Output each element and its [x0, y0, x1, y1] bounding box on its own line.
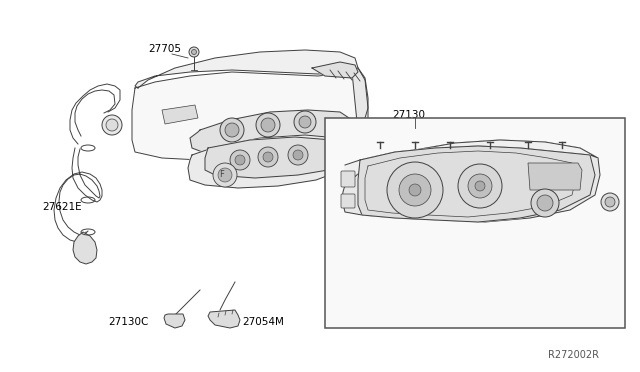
Polygon shape [190, 110, 352, 156]
Circle shape [225, 123, 239, 137]
FancyBboxPatch shape [341, 194, 355, 208]
Polygon shape [352, 68, 368, 142]
Text: F: F [220, 170, 225, 179]
Circle shape [537, 195, 553, 211]
Circle shape [189, 47, 199, 57]
Circle shape [106, 119, 118, 131]
Polygon shape [73, 232, 97, 264]
Circle shape [256, 113, 280, 137]
Polygon shape [164, 314, 185, 328]
Bar [325, 118, 625, 328]
Circle shape [605, 197, 615, 207]
Circle shape [218, 168, 232, 182]
Polygon shape [208, 310, 240, 328]
Circle shape [263, 152, 273, 162]
Circle shape [258, 147, 278, 167]
Circle shape [288, 145, 308, 165]
Text: 27130: 27130 [392, 110, 425, 120]
Polygon shape [528, 163, 582, 190]
Circle shape [235, 155, 245, 165]
Circle shape [531, 189, 559, 217]
Circle shape [261, 118, 275, 132]
Circle shape [230, 150, 250, 170]
Polygon shape [345, 140, 598, 185]
Polygon shape [205, 137, 346, 178]
Circle shape [399, 174, 431, 206]
Circle shape [191, 49, 196, 55]
Polygon shape [132, 68, 368, 160]
Polygon shape [312, 62, 358, 78]
Polygon shape [162, 105, 198, 124]
Circle shape [294, 111, 316, 133]
Polygon shape [358, 146, 595, 222]
Circle shape [293, 150, 303, 160]
Circle shape [475, 181, 485, 191]
Polygon shape [135, 50, 358, 88]
Text: 27054M: 27054M [242, 317, 284, 327]
Text: 27621E: 27621E [42, 202, 82, 212]
Text: 27705: 27705 [148, 44, 181, 54]
Circle shape [387, 162, 443, 218]
Circle shape [601, 193, 619, 211]
Circle shape [213, 163, 237, 187]
Text: R272002R: R272002R [548, 350, 599, 360]
Circle shape [102, 115, 122, 135]
Circle shape [468, 174, 492, 198]
Circle shape [299, 116, 311, 128]
Circle shape [409, 184, 421, 196]
Circle shape [220, 118, 244, 142]
Circle shape [458, 164, 502, 208]
Polygon shape [342, 140, 600, 222]
Text: 27130C: 27130C [108, 317, 148, 327]
FancyBboxPatch shape [341, 171, 355, 187]
Polygon shape [188, 135, 350, 188]
